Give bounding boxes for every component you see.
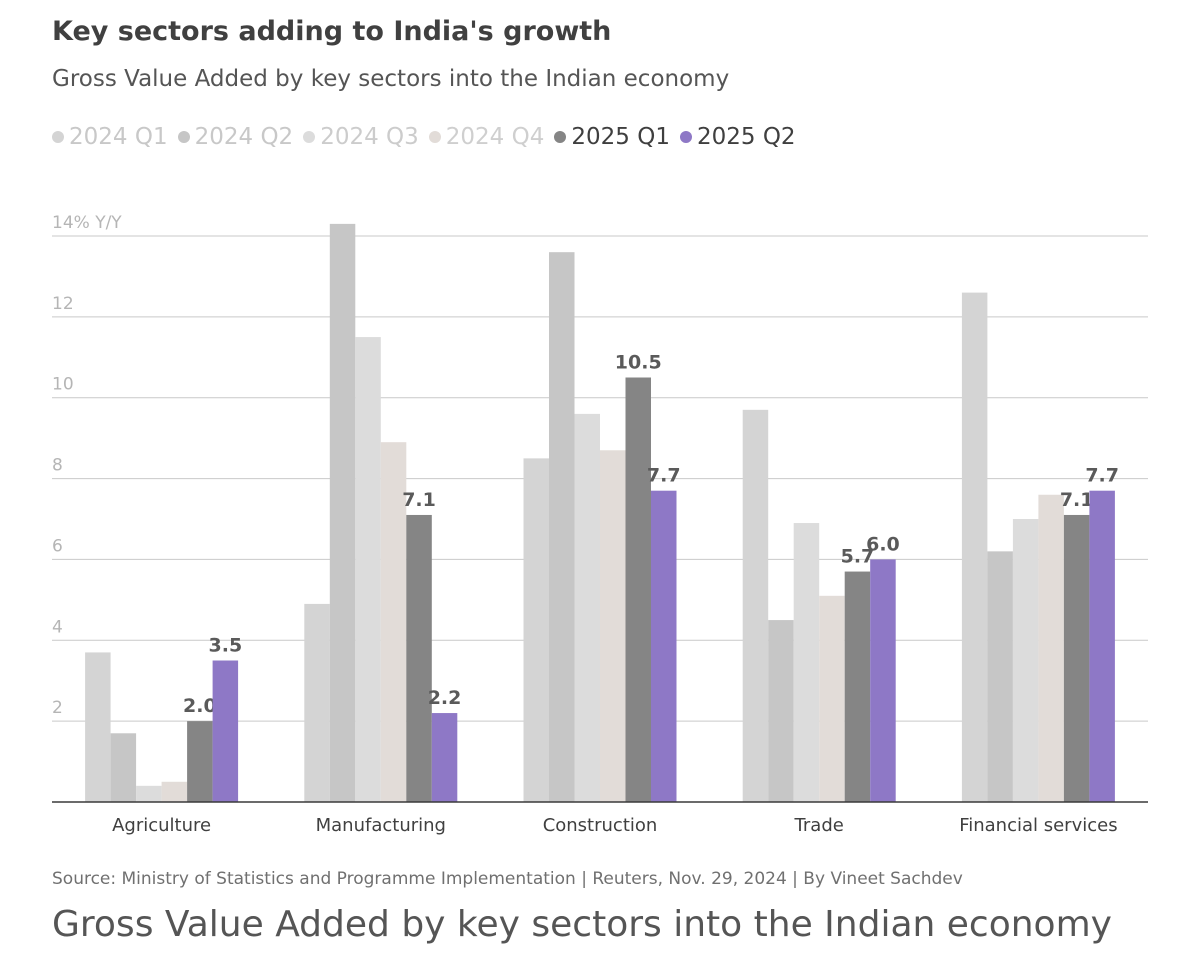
bar [651, 490, 677, 802]
data-label: 7.1 [1060, 489, 1094, 511]
y-tick-label: 8 [52, 456, 63, 476]
y-tick-label: 2 [52, 698, 63, 718]
legend-swatch [52, 131, 64, 143]
bar [1012, 519, 1039, 802]
data-label: 7.7 [647, 465, 681, 487]
bar [136, 785, 162, 802]
bar [380, 442, 407, 802]
y-tick-label: 10 [52, 375, 74, 395]
bar [329, 223, 356, 802]
data-label: 2.0 [183, 695, 217, 717]
data-label: 7.1 [402, 489, 436, 511]
bar-chart: 2 4 6 8 10 12 14% Y/Y 2.0 3.5 Agriculture 7.1 2.2 Ma… [52, 213, 1148, 836]
bar [304, 603, 330, 802]
legend-item: 2025 Q2 [679, 124, 796, 150]
legend-label: 2024 Q1 [69, 124, 168, 150]
bar [212, 660, 239, 802]
x-tick-label: Manufacturing [316, 815, 446, 836]
data-label: 2.2 [428, 687, 462, 709]
x-tick-label: Agriculture [112, 815, 211, 836]
legend-swatch [303, 131, 316, 143]
bar [625, 377, 651, 802]
bar [987, 551, 1013, 802]
bar [1038, 494, 1064, 802]
legend: 2024 Q1 2024 Q2 2024 Q3 2024 Q4 2025 Q1 … [52, 124, 806, 150]
legend-label: 2024 Q3 [320, 124, 419, 150]
bar [793, 523, 820, 802]
legend-item: 2025 Q1 [554, 124, 670, 150]
legend-label: 2024 Q2 [194, 124, 294, 150]
bar [1063, 514, 1090, 802]
legend-swatch [554, 131, 567, 143]
bar [187, 721, 213, 802]
legend-swatch [177, 131, 190, 143]
legend-item: 2024 Q1 [52, 124, 168, 150]
caption: Gross Value Added by key sectors into th… [52, 904, 1112, 945]
legend-item: 2024 Q4 [428, 124, 545, 150]
bar [600, 450, 626, 802]
y-tick-label: 4 [52, 617, 63, 637]
y-tick-label: 6 [52, 536, 63, 556]
legend-swatch [679, 131, 692, 143]
bar [961, 292, 988, 802]
data-label: 10.5 [615, 352, 662, 374]
bar [870, 559, 896, 802]
x-tick-label: Construction [543, 815, 658, 836]
bar [85, 652, 111, 802]
bar [431, 713, 458, 802]
bar [549, 252, 575, 802]
y-tick-label: 12 [52, 294, 74, 314]
chart-subtitle: Gross Value Added by key sectors into th… [52, 66, 730, 92]
bar [844, 571, 871, 802]
legend-item: 2024 Q2 [177, 124, 294, 150]
data-label: 6.0 [866, 533, 900, 555]
x-tick-label: Trade [794, 815, 844, 836]
data-label: 5.7 [841, 546, 875, 568]
bar [1089, 490, 1115, 802]
bar [110, 733, 137, 802]
chart-title: Key sectors adding to India's growth [52, 16, 612, 47]
bar [574, 413, 600, 802]
bar [161, 781, 188, 802]
bar [355, 337, 381, 802]
bar [406, 514, 432, 802]
bar [523, 458, 549, 802]
bar [819, 595, 845, 802]
source-note: Source: Ministry of Statistics and Progr… [52, 869, 963, 889]
legend-label: 2024 Q4 [445, 124, 545, 150]
data-label: 3.5 [209, 635, 243, 657]
legend-item: 2024 Q3 [303, 124, 419, 150]
legend-label: 2025 Q2 [696, 124, 796, 150]
legend-swatch [428, 131, 441, 143]
legend-label: 2025 Q1 [571, 124, 670, 150]
data-label: 7.7 [1085, 465, 1119, 487]
x-tick-label: Financial services [959, 815, 1117, 836]
y-tick-label: 14% Y/Y [52, 213, 122, 233]
bar [742, 409, 769, 802]
bar [768, 620, 794, 802]
